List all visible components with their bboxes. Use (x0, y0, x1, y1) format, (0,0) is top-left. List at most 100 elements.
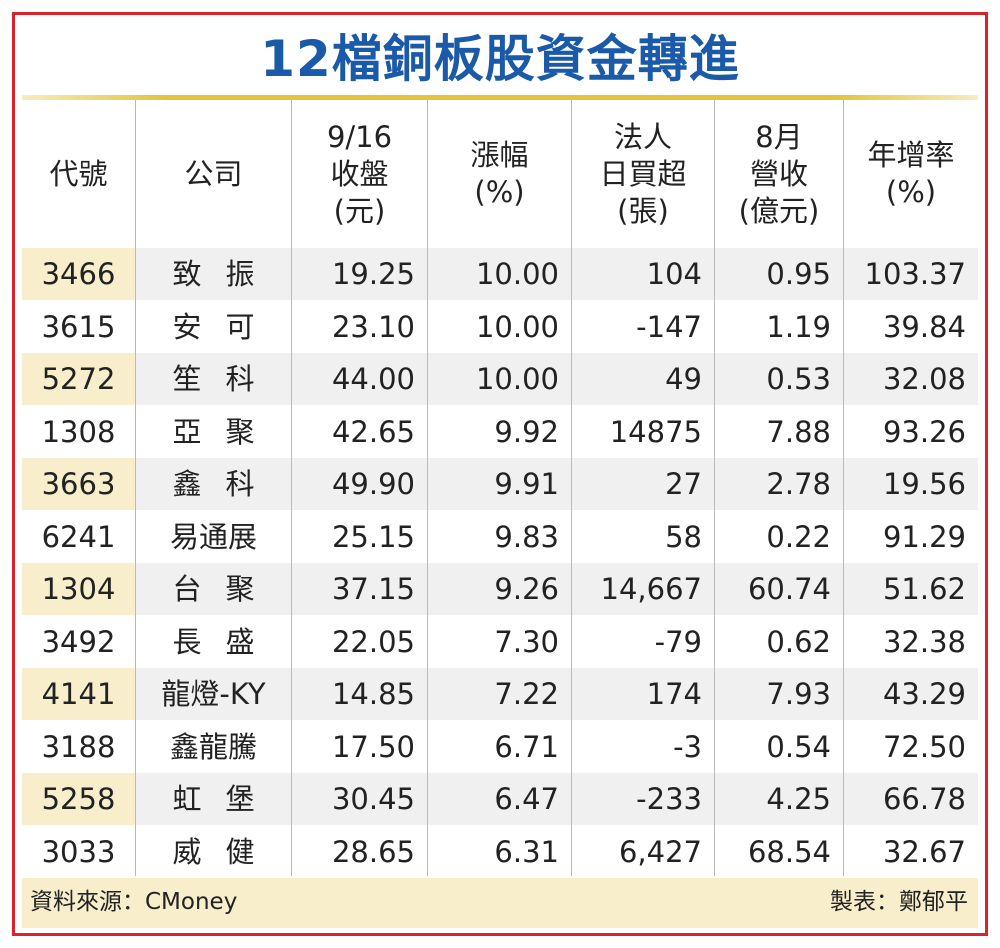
column-divider (843, 100, 844, 876)
cell-close: 23.10 (331, 309, 415, 344)
cell-inst_buy: 104 (646, 257, 702, 291)
cell-revenue: 7.93 (766, 677, 831, 711)
header-code: 代號 (22, 100, 135, 248)
cell-company: 笙科 (172, 362, 279, 396)
cell-close: 44.00 (331, 362, 415, 396)
cell-code: 3492 (41, 624, 116, 659)
title-underline (22, 95, 978, 100)
cell-change: 9.91 (494, 467, 559, 501)
column-divider (427, 100, 428, 876)
header-revenue: 8月 營收 (億元) (715, 100, 843, 248)
header-company: 公司 (136, 100, 291, 248)
table-row: 5272 笙科 44.00 10.00 49 0.53 32.08 (22, 353, 978, 405)
cell-inst_buy: 174 (646, 677, 702, 711)
cell-change: 10.00 (475, 362, 559, 396)
column-divider (135, 100, 136, 876)
cell-yoy: 51.62 (882, 572, 966, 606)
cell-revenue: 7.88 (766, 414, 831, 449)
cell-revenue: 68.54 (747, 834, 831, 869)
cell-close: 28.65 (331, 834, 415, 869)
cell-inst_buy: 6,427 (618, 834, 702, 869)
table-header: 代號 公司 9/16 收盤 (元) 漲幅 (%) 法人 日買超 (張) 8月 營收 (億元) 年增率 (%) (22, 100, 978, 248)
table-row: 3663 鑫科 49.90 9.91 27 2.78 19.56 (22, 458, 978, 510)
cell-yoy: 32.38 (882, 624, 966, 659)
cell-code: 3188 (41, 729, 116, 764)
header-change-line: 漲幅 (470, 138, 529, 172)
cell-company: 長盛 (172, 624, 279, 659)
cell-revenue: 60.74 (747, 572, 831, 606)
cell-code: 3615 (41, 309, 116, 344)
maker-note: 製表：鄭郁平 (830, 889, 968, 915)
cell-close: 25.15 (331, 519, 415, 554)
header-revenue-line: 8月 (755, 119, 803, 154)
column-divider (714, 100, 715, 876)
header-close-line: 收盤 (330, 156, 389, 191)
table-row: 4141 龍燈-KY 14.85 7.22 174 7.93 43.29 (22, 668, 978, 720)
header-yoy-line: 年增率 (867, 138, 955, 172)
cell-yoy: 43.29 (882, 677, 966, 711)
cell-company: 鑫科 (172, 467, 279, 501)
cell-company: 易通展 (169, 519, 257, 554)
cell-yoy: 32.67 (882, 834, 966, 869)
cell-revenue: 0.95 (766, 257, 831, 291)
cell-company: 亞聚 (172, 414, 279, 449)
cell-inst_buy: 49 (665, 362, 702, 396)
cell-code: 4141 (22, 668, 135, 720)
cell-close: 14.85 (331, 677, 415, 711)
cell-code: 5258 (22, 773, 135, 825)
cell-code: 1304 (22, 563, 135, 615)
cell-close: 22.05 (331, 624, 415, 659)
cell-close: 19.25 (331, 257, 415, 291)
cell-inst_buy: 14875 (609, 414, 702, 449)
table-row: 1308 亞聚 42.65 9.92 14875 7.88 93.26 (22, 406, 978, 458)
cell-close: 30.45 (331, 782, 415, 816)
column-divider (291, 100, 292, 876)
header-close: 9/16 收盤 (元) (292, 100, 427, 248)
cell-code: 6241 (41, 519, 116, 554)
column-divider (571, 100, 572, 876)
cell-code: 1308 (41, 414, 116, 449)
cell-change: 6.31 (494, 834, 559, 869)
cell-yoy: 103.37 (864, 257, 966, 291)
header-revenue-line: 營收 (749, 156, 808, 191)
header-close-line: 9/16 (326, 119, 393, 154)
cell-change: 10.00 (475, 257, 559, 291)
header-inst_buy: 法人 日買超 (張) (572, 100, 714, 248)
cell-close: 42.65 (331, 414, 415, 449)
cell-code: 3466 (22, 248, 135, 300)
cell-yoy: 66.78 (882, 782, 966, 816)
cell-revenue: 0.53 (766, 362, 831, 396)
cell-code: 3033 (41, 834, 116, 869)
cell-company: 鑫龍騰 (169, 729, 257, 764)
header-inst_buy-line: (張) (617, 193, 669, 228)
header-change-line: (%) (474, 175, 525, 209)
cell-close: 37.15 (331, 572, 415, 606)
cell-yoy: 91.29 (882, 519, 966, 554)
cell-revenue: 1.19 (766, 309, 831, 344)
table-row: 3492 長盛 22.05 7.30 -79 0.62 32.38 (22, 616, 978, 668)
cell-inst_buy: 58 (665, 519, 702, 554)
cell-revenue: 0.22 (766, 519, 831, 554)
cell-change: 7.30 (494, 624, 559, 659)
cell-close: 49.90 (331, 467, 415, 501)
table-row: 5258 虹堡 30.45 6.47 -233 4.25 66.78 (22, 773, 978, 825)
cell-change: 9.83 (494, 519, 559, 554)
cell-revenue: 0.54 (766, 729, 831, 764)
chart-title: 12檔銅板股資金轉進 (260, 30, 740, 88)
header-inst_buy-line: 日買超 (599, 156, 687, 191)
table-row: 1304 台聚 37.15 9.26 14,667 60.74 51.62 (22, 563, 978, 615)
cell-change: 9.26 (494, 572, 559, 606)
cell-code: 3663 (22, 458, 135, 510)
cell-revenue: 2.78 (766, 467, 831, 501)
header-company-line: 公司 (184, 156, 243, 191)
cell-inst_buy: -3 (673, 729, 702, 764)
source-note: 資料來源：CMoney (30, 889, 238, 915)
header-close-line: (元) (333, 193, 386, 228)
cell-inst_buy: -147 (636, 309, 702, 344)
cell-code: 5272 (22, 353, 135, 405)
cell-inst_buy: -233 (636, 782, 702, 816)
cell-change: 7.22 (494, 677, 559, 711)
cell-change: 6.71 (494, 729, 559, 764)
cell-close: 17.50 (331, 729, 415, 764)
cell-yoy: 32.08 (882, 362, 966, 396)
